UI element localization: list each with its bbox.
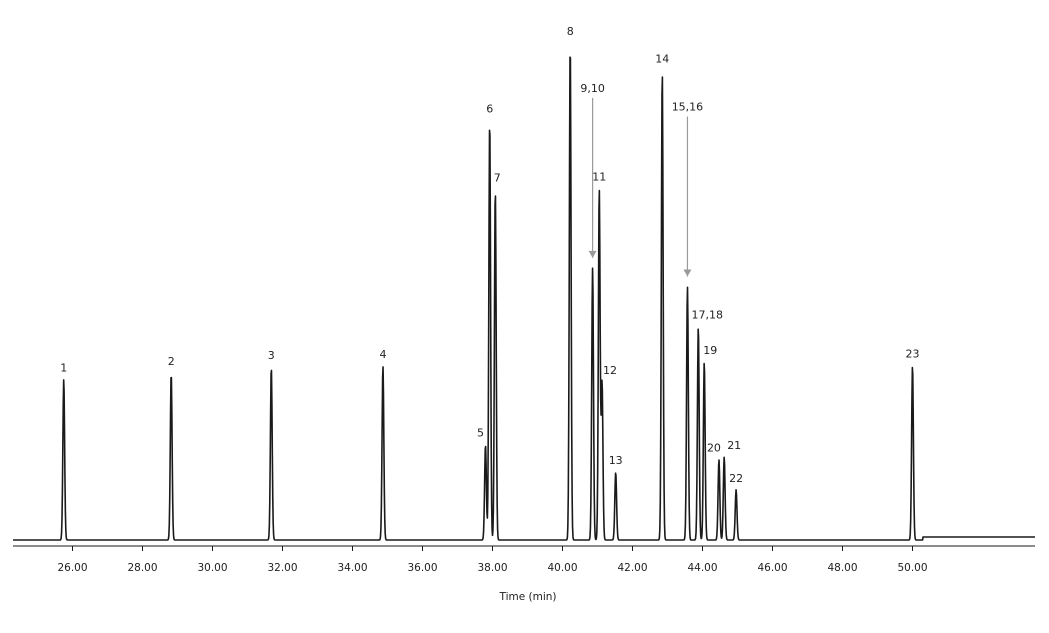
peak-label: 17,18 <box>692 309 724 322</box>
x-tick-label: 36.00 <box>407 562 437 574</box>
x-tick-label: 44.00 <box>687 562 717 574</box>
x-axis-title: Time (min) <box>498 591 556 603</box>
peak-label: 22 <box>729 472 743 485</box>
x-tick-label: 34.00 <box>337 562 367 574</box>
peak-label: 21 <box>727 439 741 452</box>
peak-label: 9,10 <box>580 82 605 95</box>
peak-label: 4 <box>379 348 386 361</box>
peak-label: 13 <box>609 454 623 467</box>
x-tick-label: 46.00 <box>757 562 787 574</box>
peak-label: 5 <box>477 427 484 440</box>
peak-label: 6 <box>486 102 493 115</box>
peak-label: 7 <box>494 172 501 185</box>
peak-label: 12 <box>603 364 617 377</box>
x-tick-label: 42.00 <box>617 562 647 574</box>
x-tick-label: 50.00 <box>897 562 927 574</box>
peak-label: 20 <box>707 442 721 455</box>
peak-label: 23 <box>906 347 920 360</box>
x-tick-label: 26.00 <box>57 562 87 574</box>
x-tick-label: 30.00 <box>197 562 227 574</box>
x-tick-label: 40.00 <box>547 562 577 574</box>
chromatogram-trace <box>12 56 1036 541</box>
x-tick-label: 28.00 <box>127 562 157 574</box>
x-tick-label: 38.00 <box>477 562 507 574</box>
peak-label: 19 <box>703 344 717 357</box>
trace-layer <box>12 56 1036 541</box>
peak-label: 1 <box>60 361 67 374</box>
peak-label: 11 <box>592 171 606 184</box>
peak-label: 15,16 <box>672 100 704 113</box>
peak-label: 3 <box>268 349 275 362</box>
x-tick-label: 32.00 <box>267 562 297 574</box>
peak-label: 8 <box>567 25 574 38</box>
peak-label: 2 <box>168 355 175 368</box>
peak-label: 14 <box>655 53 669 66</box>
x-axis: 26.00 28.00 30.00 32.00 34.00 36.00 38.00 40.00… <box>13 545 1035 574</box>
x-tick-label: 48.00 <box>827 562 857 574</box>
